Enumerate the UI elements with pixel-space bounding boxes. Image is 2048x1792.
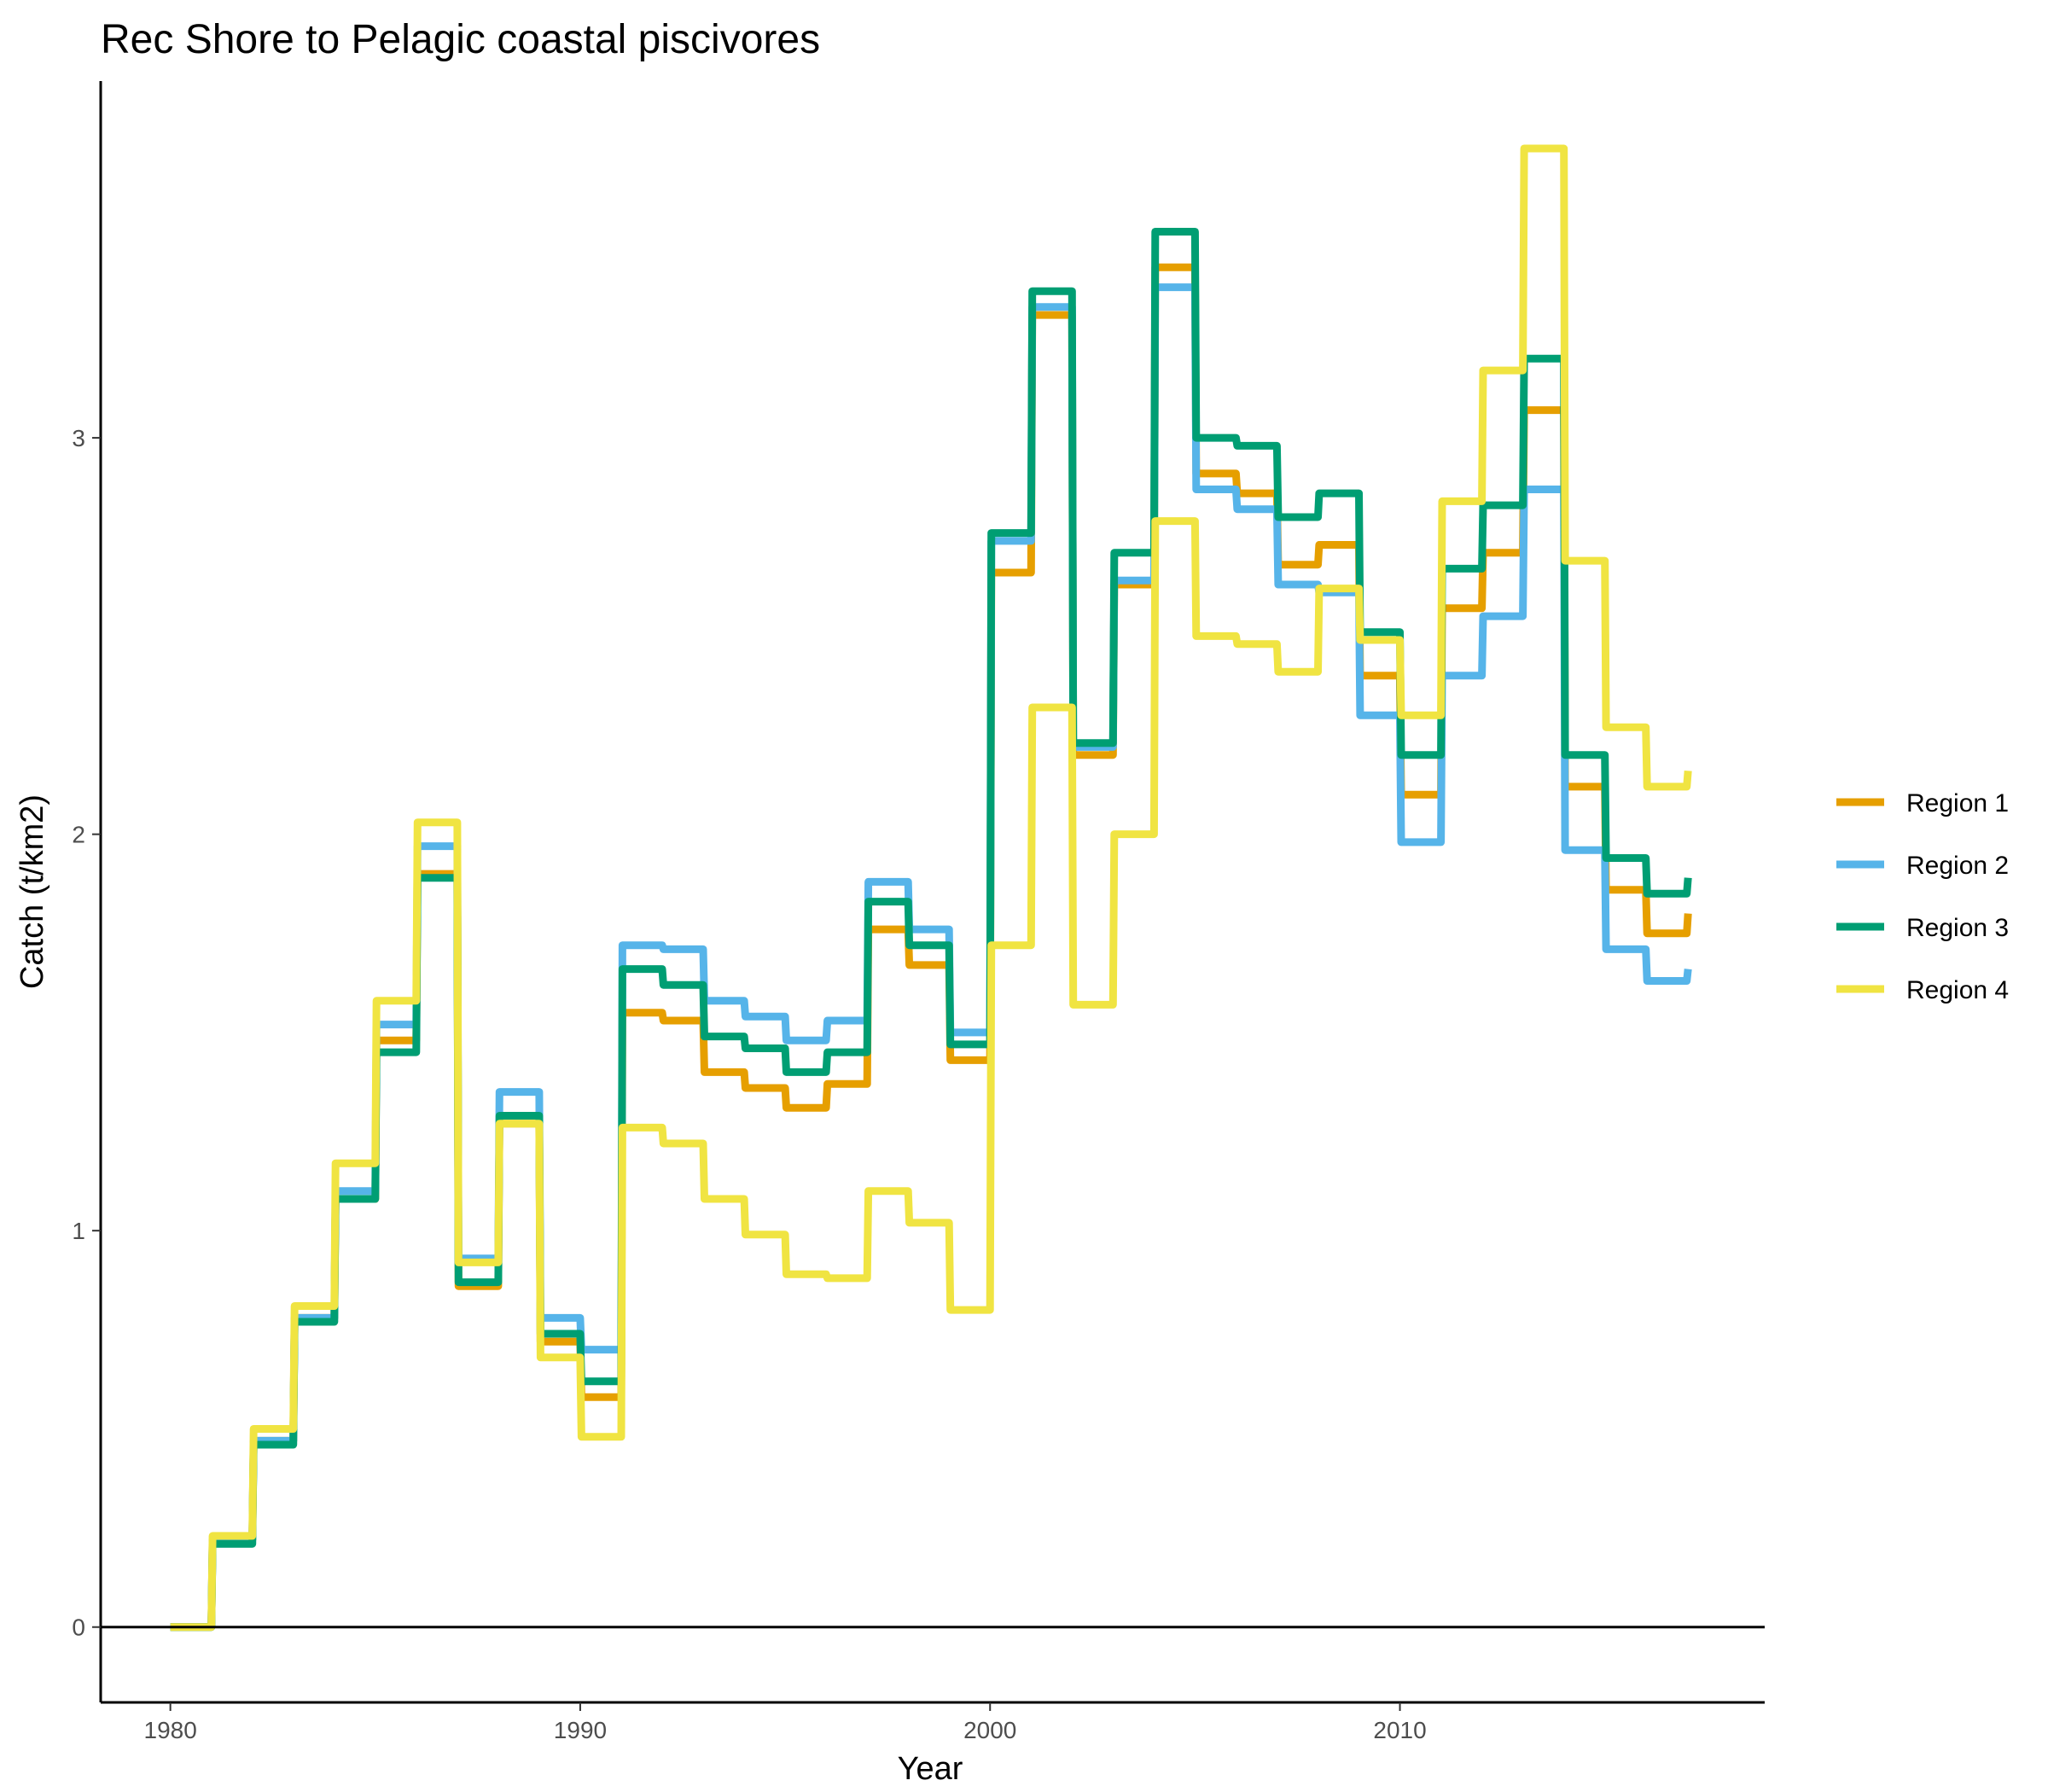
legend-label-region-4: Region 4 <box>1906 976 2009 1004</box>
y-axis-ticks: 0 1 2 3 <box>72 425 101 1641</box>
y-tick-label: 3 <box>72 425 85 451</box>
chart-title: Rec Shore to Pelagic coastal piscivores <box>101 17 820 62</box>
x-axis-title: Year <box>898 1751 963 1787</box>
x-tick-label: 1990 <box>554 1717 607 1743</box>
y-axis-title: Catch (t/km2) <box>15 794 50 989</box>
x-axis-ticks: 1980 1990 2000 2010 <box>144 1702 1427 1743</box>
x-tick-label: 2010 <box>1373 1717 1426 1743</box>
y-tick-label: 1 <box>72 1218 85 1244</box>
legend-label-region-3: Region 3 <box>1906 914 2009 942</box>
legend: Region 1 Region 2 Region 3 Region 4 <box>1836 789 2009 1004</box>
legend-label-region-2: Region 2 <box>1906 852 2009 880</box>
x-tick-label: 1980 <box>144 1717 197 1743</box>
series-line-region-4 <box>170 144 1692 1632</box>
series-layer <box>170 144 1692 1632</box>
x-tick-label: 2000 <box>963 1717 1016 1743</box>
legend-label-region-1: Region 1 <box>1906 789 2009 817</box>
y-tick-label: 0 <box>72 1615 85 1641</box>
series-line-region-2 <box>170 283 1692 1632</box>
y-tick-label: 2 <box>72 822 85 848</box>
